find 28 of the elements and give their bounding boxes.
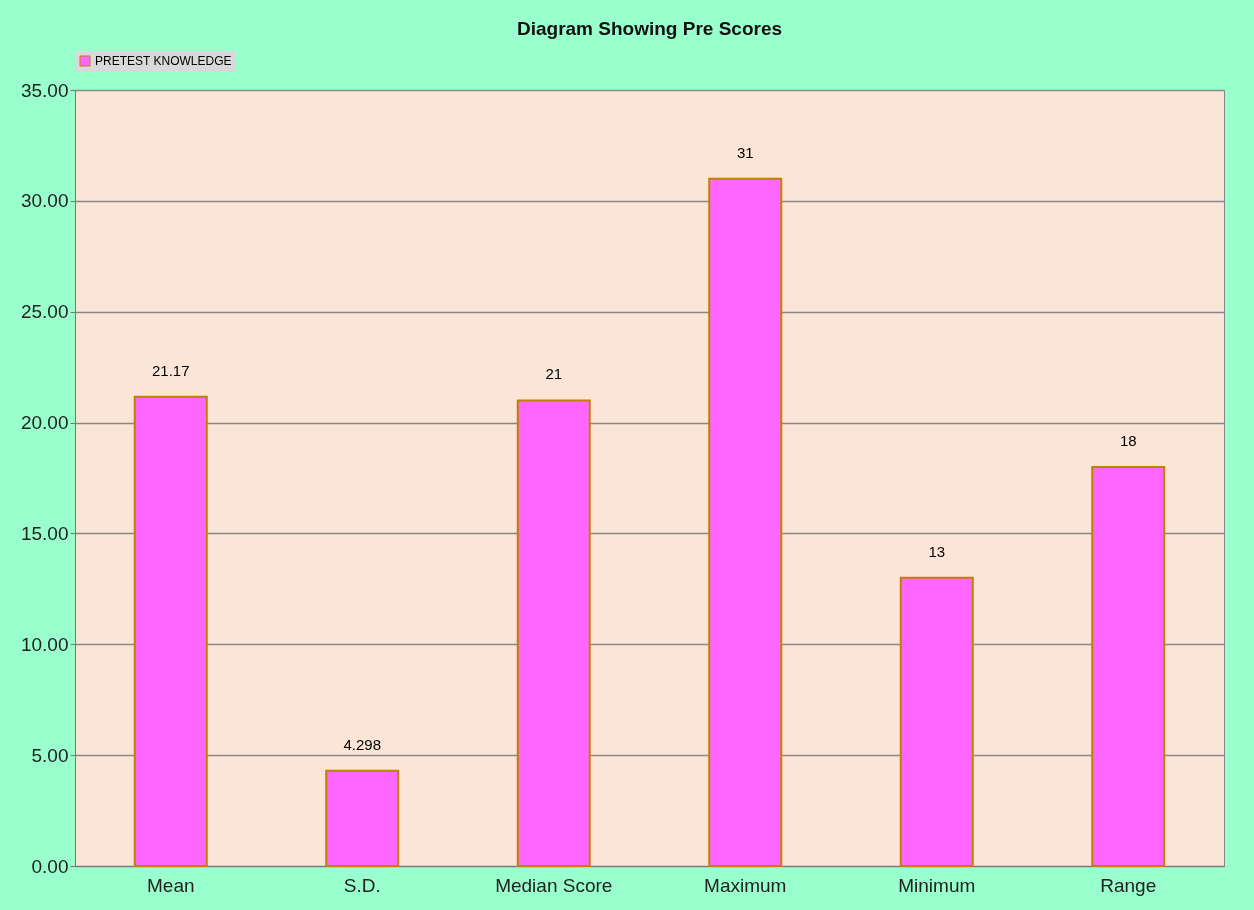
bar [325,769,400,867]
data-label: 18 [1119,431,1137,449]
x-tick-label: Minimum [898,874,976,896]
bar [133,395,208,867]
y-tick-label: 10.00 [20,633,69,655]
data-label: 31 [736,143,754,161]
y-tick-label: 25.00 [20,301,69,323]
chart-title: Diagram Showing Pre Scores [516,18,783,39]
data-label: 13 [928,542,946,560]
data-label: 21.17 [151,361,190,379]
y-tick-label: 30.00 [20,190,69,212]
y-tick-label: 20.00 [20,412,69,434]
data-label: 21 [545,365,563,383]
bar [708,177,783,867]
x-tick-label: S.D. [343,874,381,896]
x-tick-label: Mean [146,874,195,896]
y-tick-label: 5.00 [31,744,69,766]
y-tick-label: 0.00 [31,855,69,877]
x-tick-label: Median Score [495,874,613,896]
data-label: 4.298 [343,735,382,753]
legend-label: PRETEST KNOWLEDGE [95,54,232,68]
y-tick-label: 15.00 [20,522,69,544]
bar [1091,465,1166,867]
x-tick-label: Maximum [704,874,787,896]
bar [516,399,591,867]
bar [899,576,974,867]
x-tick-label: Range [1100,874,1157,896]
y-tick-label: 35.00 [20,79,69,101]
